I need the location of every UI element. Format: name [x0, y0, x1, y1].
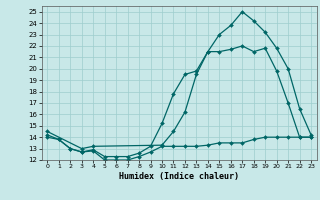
X-axis label: Humidex (Indice chaleur): Humidex (Indice chaleur) [119, 172, 239, 181]
